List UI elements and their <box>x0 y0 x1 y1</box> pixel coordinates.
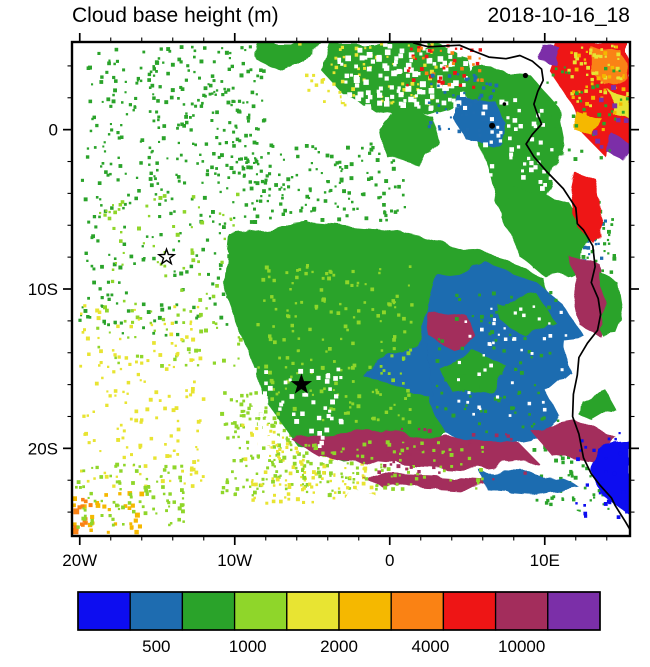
region-blue-bottom-right <box>589 442 630 516</box>
colorbar-cell-blue <box>77 591 131 631</box>
region-green-in-blue-1 <box>439 352 506 395</box>
x-tick-label: 0 <box>385 551 394 570</box>
marker-open-star <box>156 246 177 266</box>
region-top-green-west <box>258 42 320 73</box>
y-tick-label: 0 <box>49 121 58 140</box>
colorbar-cell-orange <box>390 591 445 631</box>
x-tick-label: 10E <box>530 551 560 570</box>
colorbar-cell-chartreuse <box>233 591 288 631</box>
speckle-over <box>248 42 630 519</box>
region-maroon-coastal <box>569 257 609 337</box>
colorbar-label: 1000 <box>229 637 267 656</box>
axes: 20W 10W 0 10E 0 10S 20S <box>28 33 639 570</box>
island-bioko <box>522 72 529 79</box>
plot-title: Cloud base height (m) <box>72 4 279 27</box>
colorbar-label: 4000 <box>411 637 449 656</box>
colorbar-cell-amber <box>338 591 392 631</box>
region-white-bottom <box>327 493 607 536</box>
y-tick-label: 20S <box>28 439 58 458</box>
colorbar-label: 500 <box>142 637 170 656</box>
island-principe <box>502 102 507 106</box>
region-blue-streak-bottom <box>479 470 579 495</box>
colorbar-cell-yellow <box>286 591 340 631</box>
region-top-green-tongue <box>380 105 440 165</box>
island-sao-tome <box>489 122 496 129</box>
region-purple-right <box>609 134 629 162</box>
colorbar-cell-maroon <box>494 591 549 631</box>
colorbar-label: 10000 <box>498 637 545 656</box>
region-green-angola-coast <box>599 273 623 353</box>
colorbar-cell-red <box>442 591 497 631</box>
colorbar: 500 1000 2000 4000 10000 <box>77 591 601 656</box>
cloud-field <box>72 42 630 536</box>
region-right-green-mid <box>501 185 589 277</box>
region-maroon-band-2 <box>358 473 506 492</box>
region-maroon-blob-mid <box>426 311 477 352</box>
x-tick-label: 20W <box>62 551 97 570</box>
marker-filled-star <box>290 373 313 394</box>
colorbar-cell-steel <box>129 591 184 631</box>
colorbar-cell-purple <box>547 591 601 631</box>
region-green-coast-south <box>577 387 617 423</box>
y-tick-label: 10S <box>28 280 58 299</box>
colorbar-cell-green <box>181 591 236 631</box>
x-tick-label: 10W <box>217 551 252 570</box>
coastline <box>412 42 630 531</box>
plot-date: 2018-10-16_18 <box>487 4 630 27</box>
colorbar-label: 2000 <box>320 637 358 656</box>
region-blue-tendril <box>361 346 431 395</box>
region-purple-top <box>540 43 561 65</box>
region-maroon-band <box>289 430 537 470</box>
region-white-wedge <box>563 333 630 391</box>
